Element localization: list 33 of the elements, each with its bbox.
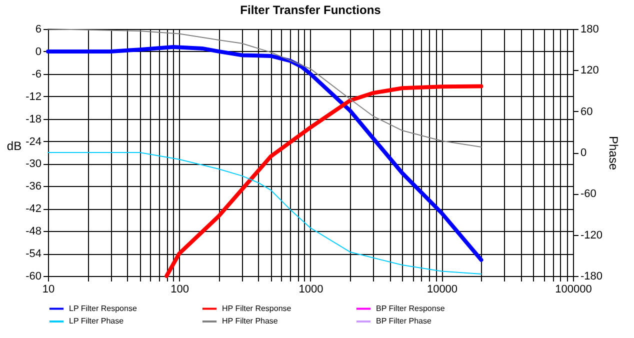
y-tick-label: -36 <box>26 180 42 193</box>
y-tick-label: -54 <box>26 248 42 260</box>
y-tick-label: 6 <box>35 24 42 36</box>
legend-label: LP Filter Phase <box>69 316 124 326</box>
chart-title: Filter Transfer Functions <box>240 3 382 17</box>
x-tick-label: 10 <box>42 284 55 296</box>
legend-label: HP Filter Phase <box>222 316 278 326</box>
y-tick-label: -24 <box>26 136 42 148</box>
y-tick-label: 0 <box>35 46 42 58</box>
y-tick-label: -48 <box>26 226 42 238</box>
y2-tick-label: -60 <box>580 188 596 200</box>
x-tick-label: 10000 <box>426 284 458 296</box>
y2-tick-label: 120 <box>580 64 599 77</box>
y2-tick-label: 180 <box>580 24 599 36</box>
legend-label: LP Filter Response <box>69 304 138 313</box>
y2-tick-label: 0 <box>580 147 587 159</box>
x-tick-label: 100000 <box>555 284 592 296</box>
legend-label: HP Filter Response <box>222 304 292 313</box>
y-tick-label: -42 <box>26 203 42 216</box>
y-axis-title: dB <box>6 139 22 153</box>
y2-tick-label: 60 <box>580 106 593 118</box>
legend-label: BP Filter Phase <box>376 316 432 326</box>
x-tick-label: 1000 <box>298 284 324 296</box>
y-tick-label: -6 <box>32 68 42 80</box>
y-tick-label: -12 <box>26 90 42 103</box>
y-tick-label: -30 <box>26 158 42 170</box>
y-tick-label: -60 <box>26 270 42 282</box>
x-tick-label: 100 <box>170 284 189 296</box>
y2-tick-label: -180 <box>580 270 603 282</box>
legend-label: BP Filter Response <box>376 304 446 313</box>
y2-tick-label: -120 <box>580 229 603 242</box>
y2-axis-title: Phase <box>606 136 621 170</box>
y-tick-label: -18 <box>26 113 42 126</box>
